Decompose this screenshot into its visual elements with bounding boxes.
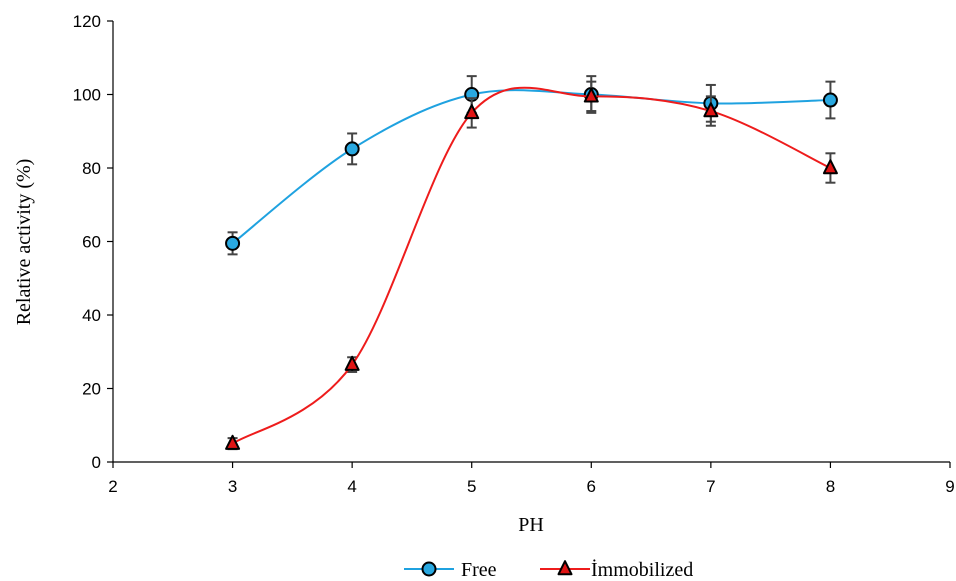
legend-marker: [557, 560, 573, 576]
series-line: [232, 86, 831, 445]
y-tick-label: 0: [92, 453, 101, 472]
y-tick-label: 20: [82, 380, 101, 399]
legend: Free İmmobilized: [404, 558, 693, 581]
data-point: [225, 235, 241, 251]
series-line: [231, 89, 831, 245]
data-point: [583, 87, 599, 103]
data-point: [822, 92, 838, 108]
data-point: [464, 104, 480, 120]
x-tick-label: 5: [467, 477, 476, 496]
x-tick-label: 2: [108, 477, 117, 496]
data-point: [822, 159, 838, 175]
x-tick-label: 8: [826, 477, 835, 496]
legend-marker: [421, 561, 437, 577]
x-tick-label: 3: [228, 477, 237, 496]
y-tick-label: 80: [82, 159, 101, 178]
series-layer: [225, 75, 838, 451]
x-tick-label: 7: [706, 477, 715, 496]
tick-labels: 2 3 4 5 6 7 8 9 0 20 40 60 80 100 120: [73, 12, 955, 496]
data-point: [344, 355, 360, 371]
y-axis-title: Relative activity (%): [13, 159, 35, 326]
series-1: [225, 75, 838, 256]
data-point: [225, 434, 241, 450]
legend-label: Free: [461, 559, 497, 581]
y-tick-label: 100: [73, 86, 101, 105]
axes: [107, 20, 951, 468]
legend-item-1: Free: [404, 559, 497, 581]
y-tick-label: 60: [82, 233, 101, 252]
x-tick-label: 6: [587, 477, 596, 496]
x-tick-label: 9: [945, 477, 954, 496]
y-tick-label: 120: [73, 12, 101, 31]
series-2: [225, 80, 838, 451]
data-point: [703, 102, 719, 118]
data-point: [344, 141, 360, 157]
x-tick-label: 4: [347, 477, 356, 496]
legend-label: İmmobilized: [591, 558, 693, 581]
x-axis-title: PH: [518, 514, 544, 536]
legend-item-2: İmmobilized: [540, 558, 693, 581]
y-tick-label: 40: [82, 306, 101, 325]
